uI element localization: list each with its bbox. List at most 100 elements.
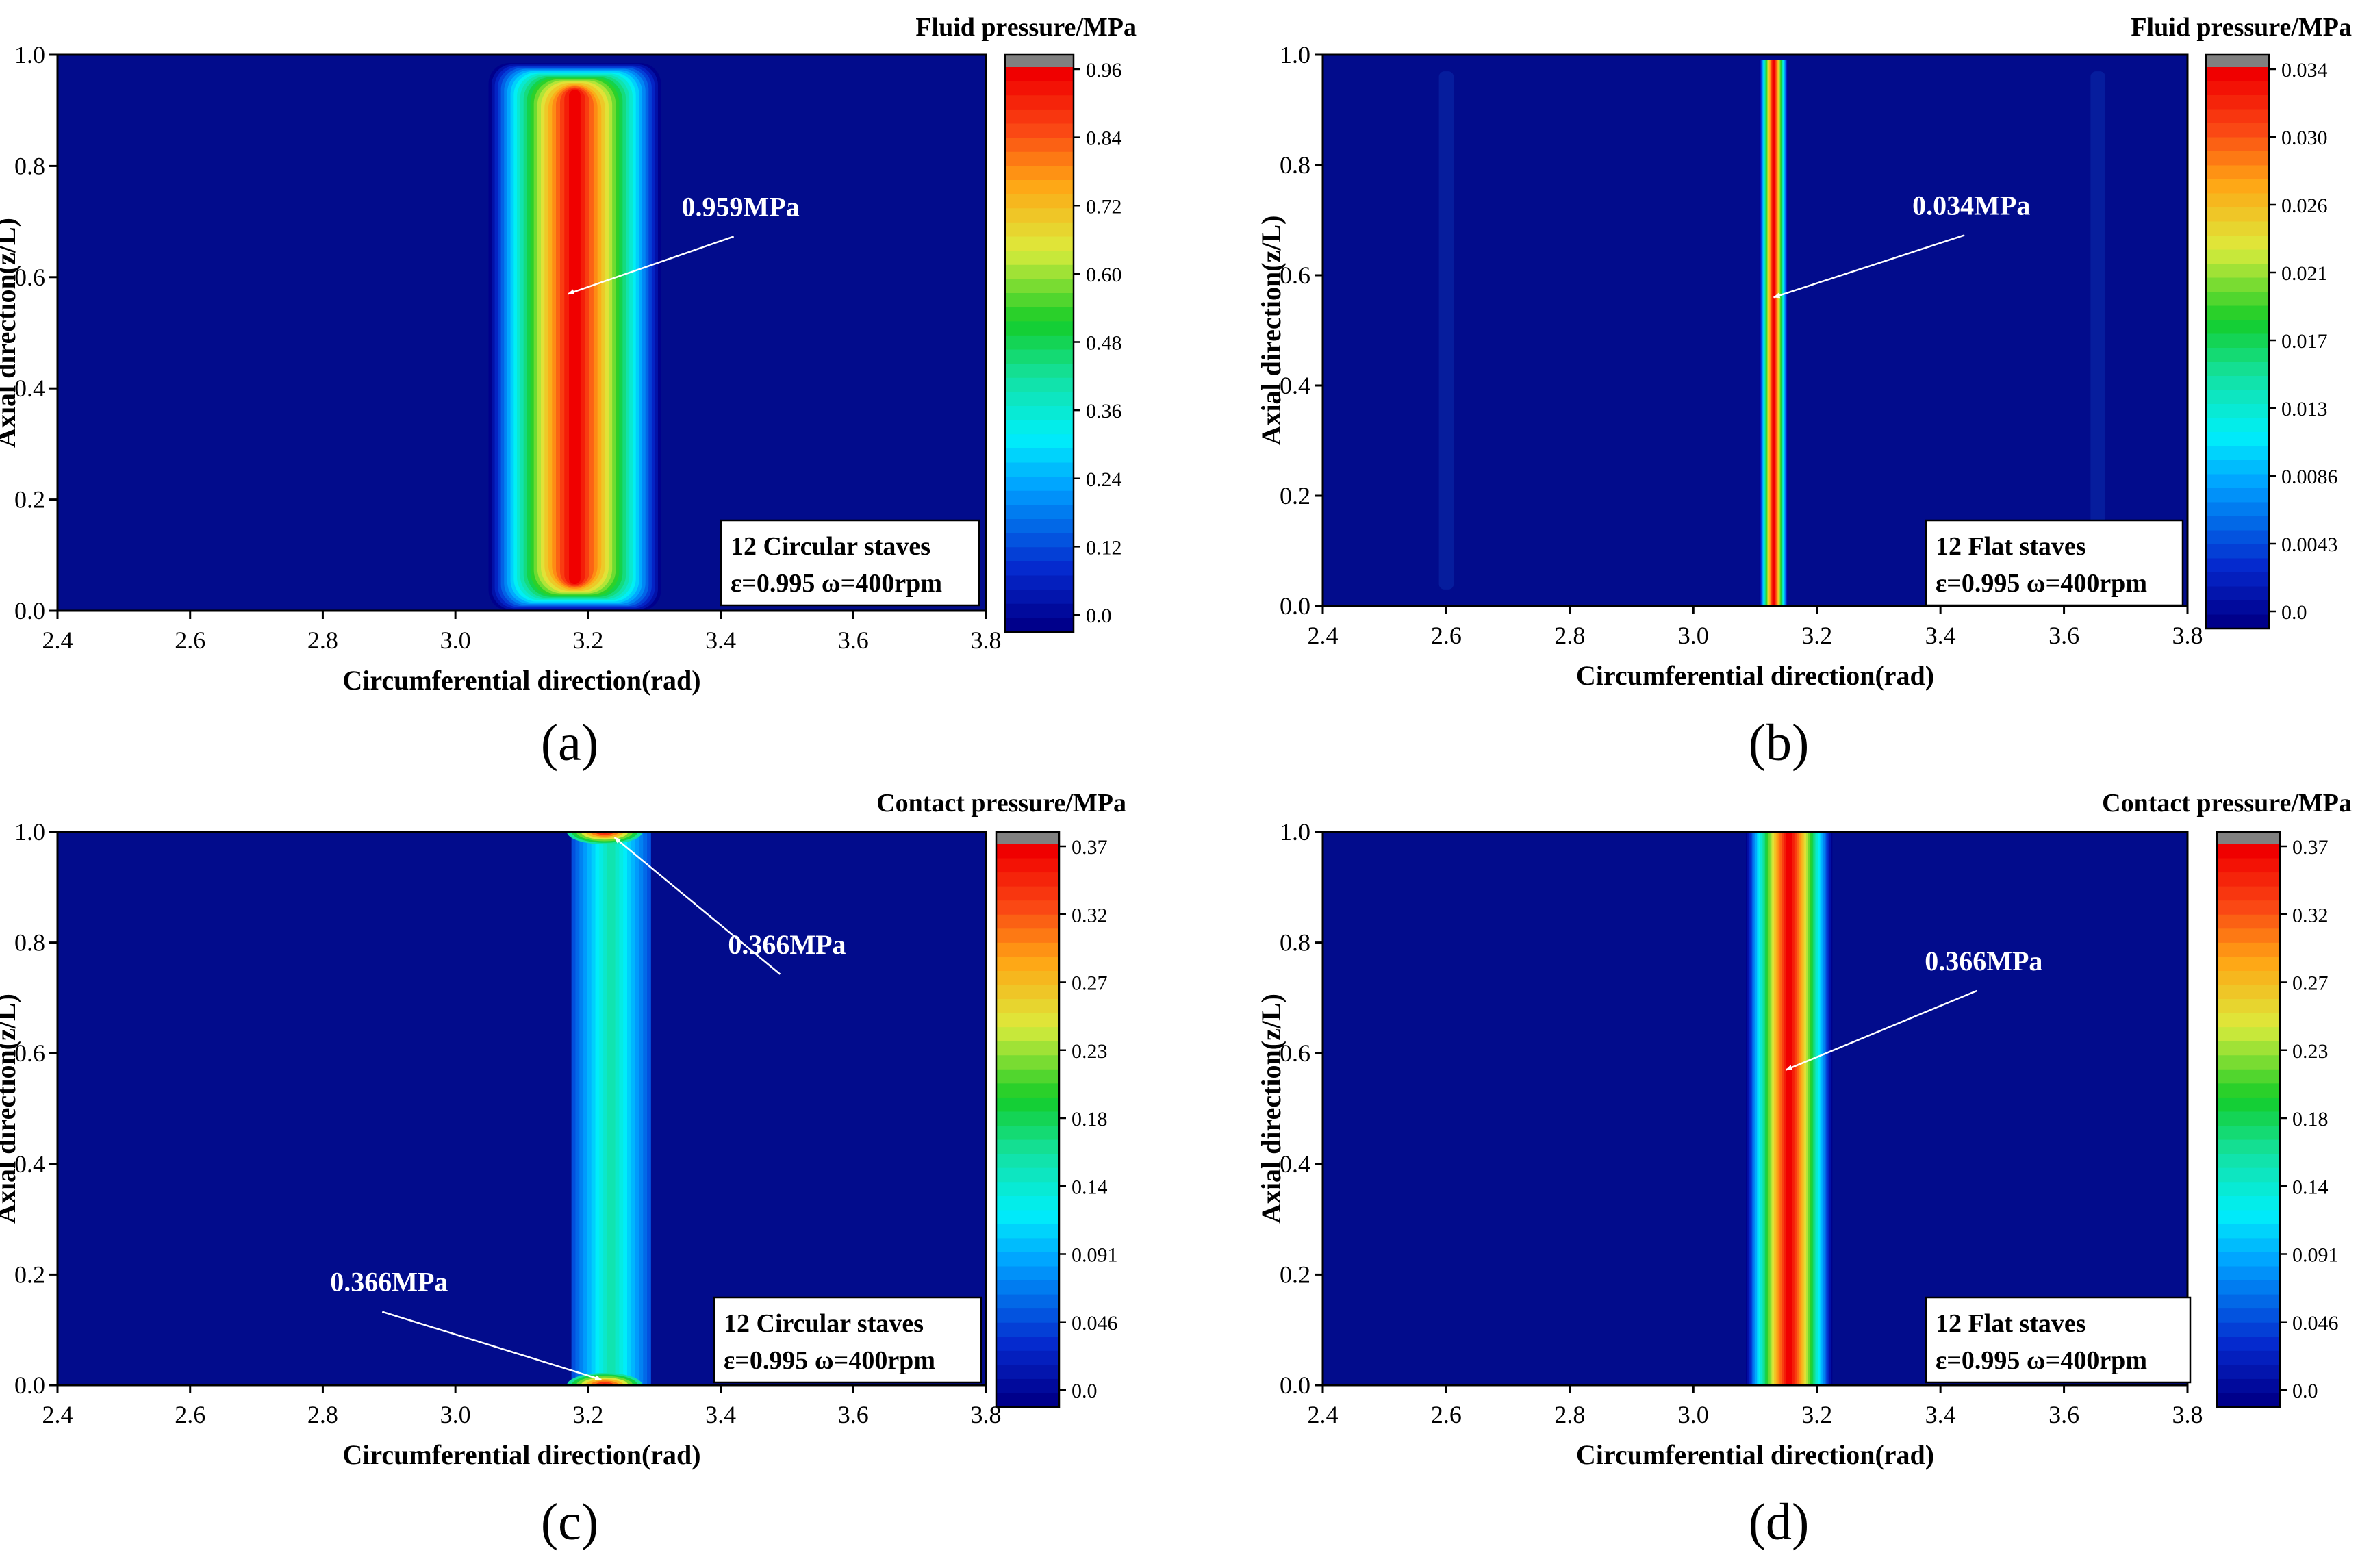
colorbar-segment [996,844,1059,859]
colorbar-segment [1005,180,1074,195]
x-tick-label: 2.8 [1554,622,1585,649]
colorbar-tick-label: 0.091 [2292,1244,2339,1267]
colorbar: 0.0 0.046 0.091 0.14 0.18 0.23 0.27 0.32 0.37 [2216,831,2339,1408]
colorbar-segment [996,1167,1059,1183]
colorbar-segment [2206,236,2269,251]
y-tick-label: 1.0 [1280,818,1310,846]
y-tick-label: 0.8 [1280,929,1310,957]
colorbar-segment [996,1069,1059,1084]
colorbar-segment [2217,1013,2280,1028]
x-tick-label: 3.6 [838,627,869,654]
colorbar-segment [1005,236,1074,251]
colorbar-tick-label: 0.24 [1086,468,1122,491]
colorbar-segment [2217,1041,2280,1056]
colorbar-segment [2206,123,2269,138]
colorbar: 0.0 0.046 0.091 0.14 0.18 0.23 0.27 0.32 0.37 [995,831,1118,1408]
colorbar-segment [2217,1126,2280,1141]
colorbar-segment [996,1393,1059,1408]
x-tick-label: 3.2 [1801,622,1832,649]
y-tick-label: 0.4 [14,375,45,402]
colorbar-segment [996,1196,1059,1211]
faint-band-0 [1438,71,1454,590]
x-tick-label: 3.8 [2172,622,2203,649]
colorbar-segment [996,1224,1059,1239]
colorbar-segment [2217,1224,2280,1239]
colorbar-overflow [2206,55,2269,67]
y-tick-label: 0.0 [1280,592,1310,620]
colorbar-tick-label: 0.0 [1086,605,1112,627]
colorbar-segment [1005,293,1074,308]
colorbar-tick-label: 0.026 [2281,194,2328,217]
colorbar-segment [2217,985,2280,1000]
colorbar-segment [2206,474,2269,489]
colorbar-segment [2206,179,2269,194]
colorbar-segment [996,985,1059,1000]
legend-line-1: 12 Circular staves [724,1309,924,1338]
colorbar-segment [2217,1210,2280,1225]
annotation-arrow [567,236,735,295]
colorbar-segment [1005,307,1074,322]
colorbar-tick-label: 0.60 [1086,264,1122,286]
colorbar-tick-label: 0.12 [1086,536,1122,559]
y-axis-label: Axial direction(z/L) [0,994,21,1224]
colorbar-segment [1005,151,1074,166]
colorbar-segment [996,1126,1059,1141]
contour-level [1773,60,1775,606]
x-tick-label: 2.8 [307,1401,338,1428]
x-tick-label: 3.0 [440,627,471,654]
colorbar-segment [996,1266,1059,1281]
colorbar-tick-label: 0.32 [1072,904,1108,926]
x-tick-label: 3.8 [2172,1401,2203,1428]
colorbar-segment [2206,586,2269,601]
plot-frame [1321,53,2189,607]
colorbar-tick-label: 0.14 [1072,1176,1108,1198]
colorbar-title: Fluid pressure/MPa [2131,13,2352,42]
x-tick-label: 2.4 [42,1401,73,1428]
colorbar-segment [2206,305,2269,320]
colorbar-segment [996,1041,1059,1056]
x-tick-label: 2.4 [1308,1401,1339,1428]
pressure-field [567,832,651,1385]
colorbar-segment [2206,292,2269,307]
colorbar-segment [2206,404,2269,419]
y-tick-label: 0.4 [1280,1150,1310,1178]
colorbar-segment [1005,264,1074,279]
colorbar-segment [1005,547,1074,562]
colorbar-segment [1005,434,1074,449]
colorbar-segment [2206,376,2269,391]
colorbar-overflow [996,832,1059,844]
x-tick-label: 3.4 [1925,1401,1956,1428]
colorbar-tick-label: 0.48 [1086,332,1122,355]
colorbar-segment [996,1139,1059,1154]
colorbar-segment [2206,264,2269,279]
colorbar-segment [2217,1139,2280,1154]
panel-label: (b) [1749,714,1810,772]
colorbar-segment [996,1337,1059,1352]
y-tick-label: 0.4 [14,1150,45,1178]
legend-line-1: 12 Circular staves [731,532,930,561]
contour-level [569,90,581,585]
panel-label: (a) [541,714,598,772]
colorbar-segment [2217,1378,2280,1394]
y-tick-label: 0.6 [14,1039,45,1067]
y-tick-label: 0.0 [1280,1371,1310,1399]
colorbar-segment [2206,600,2269,616]
x-tick-label: 3.6 [2049,1401,2079,1428]
colorbar-segment [996,1252,1059,1267]
colorbar-segment [2206,151,2269,166]
colorbar-segment [2206,572,2269,587]
colorbar-segment [1005,194,1074,209]
x-tick-label: 3.4 [1925,622,1956,649]
annotation-label: 0.034MPa [1912,190,2030,220]
colorbar-segment [2206,460,2269,475]
colorbar-segment [2217,914,2280,929]
colorbar-segment [1005,462,1074,477]
colorbar-tick-label: 0.14 [2292,1176,2329,1198]
plot-frame [56,53,987,612]
colorbar-tick-label: 0.32 [2292,904,2329,926]
panel-label: (c) [541,1493,598,1551]
colorbar-segment [2217,1097,2280,1113]
colorbar-tick-label: 0.046 [2292,1312,2339,1335]
annotation-arrow [1785,989,1977,1071]
